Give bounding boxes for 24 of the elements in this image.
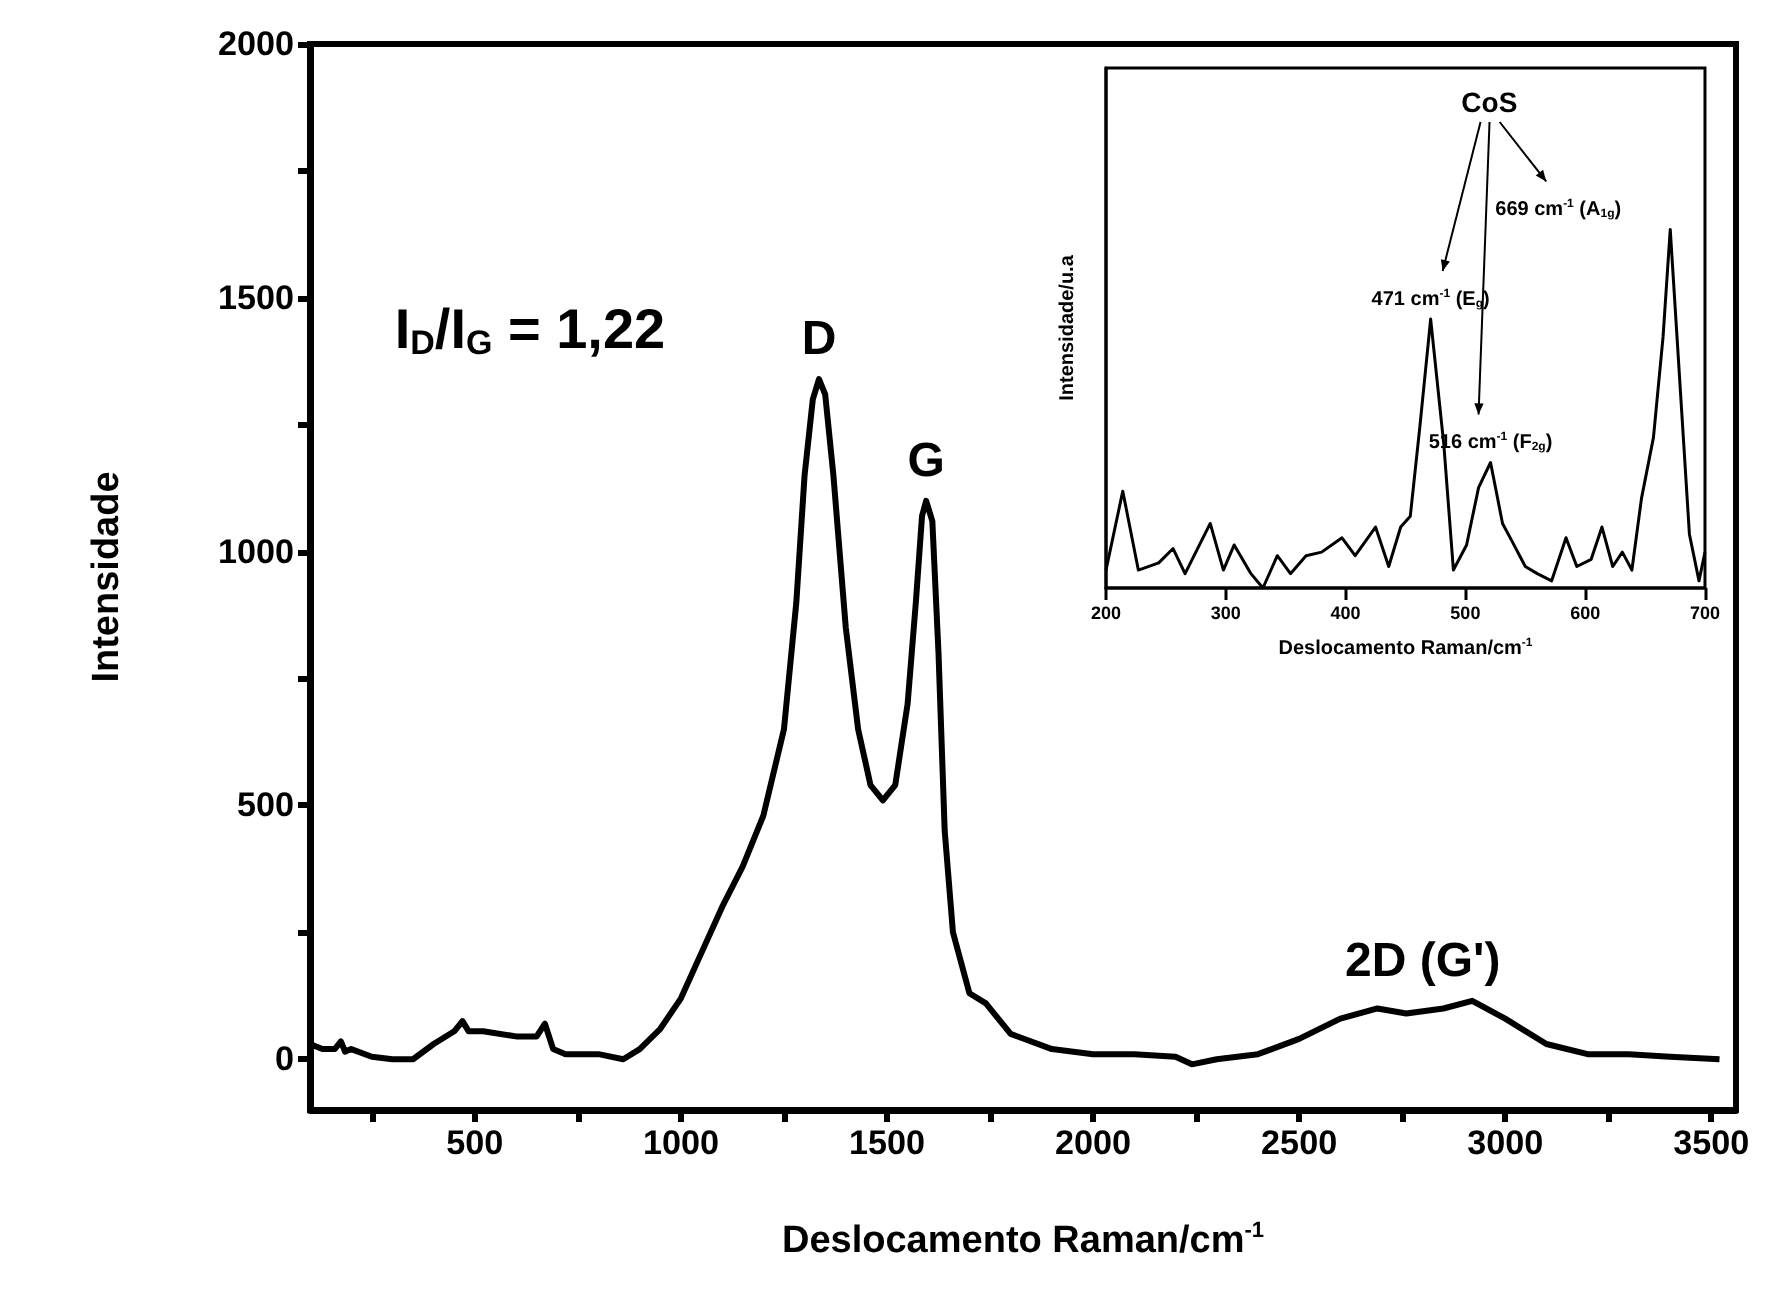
y-tick-label: 2000 — [217, 25, 294, 63]
x-tick-label: 3500 — [1673, 1124, 1750, 1162]
y-tick-label: 1000 — [217, 532, 294, 571]
y-axis-title: Intensidade/u.a — [1057, 254, 1079, 401]
x-tick-label: 1500 — [848, 1124, 926, 1162]
x-tick-label: 3000 — [1467, 1124, 1544, 1162]
x-tick-label: 600 — [1570, 603, 1601, 623]
x-tick-label: 700 — [1689, 603, 1721, 623]
x-tick-label: 500 — [1450, 603, 1481, 623]
x-tick-label: 2500 — [1261, 1124, 1338, 1162]
y-tick-label: 500 — [236, 786, 294, 825]
annotation: G — [907, 433, 945, 488]
y-tick-label: 0 — [274, 1040, 294, 1079]
annotation: CoS — [1461, 86, 1518, 118]
annotation: 2D (G') — [1345, 933, 1501, 988]
x-tick-label: 2000 — [1055, 1124, 1132, 1162]
annotation: D — [801, 312, 837, 367]
x-tick-label: 300 — [1210, 603, 1241, 623]
x-tick-label: 200 — [1090, 603, 1122, 623]
x-tick-label: 500 — [446, 1124, 504, 1162]
x-tick-label: 1000 — [642, 1124, 719, 1162]
y-axis-title: Intensidade — [86, 471, 128, 683]
x-tick-label: 400 — [1330, 603, 1361, 623]
y-tick-label: 1500 — [217, 278, 294, 317]
